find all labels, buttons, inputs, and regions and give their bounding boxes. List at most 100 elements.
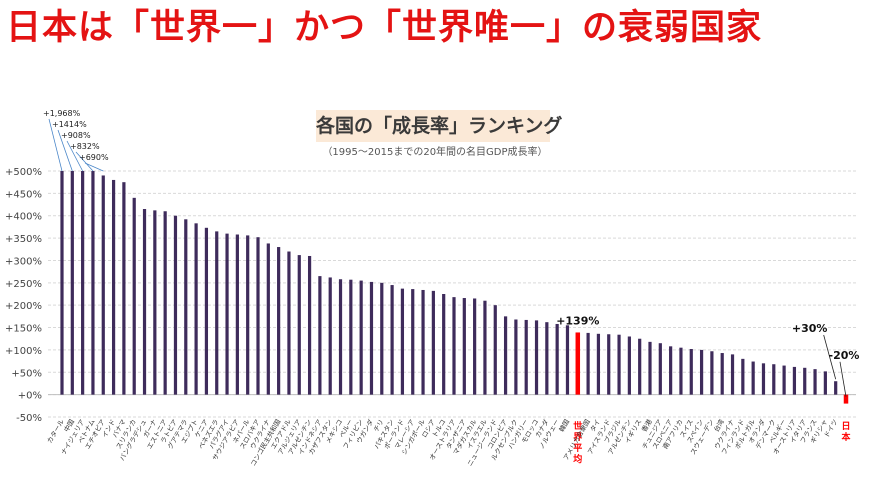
y-tick-label: +150% — [5, 324, 42, 335]
bar — [153, 210, 157, 395]
bar — [586, 332, 590, 395]
bar — [122, 182, 126, 395]
annotation-label: -20% — [829, 349, 860, 362]
bar — [803, 367, 807, 395]
bar — [338, 279, 343, 395]
bar — [132, 197, 136, 395]
annotation-leader-line — [823, 334, 837, 380]
bar — [411, 289, 415, 395]
bar — [741, 358, 745, 395]
bar — [503, 316, 508, 395]
y-tick-label: +0% — [18, 391, 42, 402]
x-tick-label: 界 — [573, 432, 582, 443]
y-tick-label: +350% — [5, 234, 42, 245]
bar — [699, 349, 704, 395]
x-tick-label: 世 — [573, 420, 582, 432]
bar — [545, 322, 549, 395]
bar — [173, 215, 178, 395]
bar — [689, 349, 693, 395]
bar — [111, 179, 116, 395]
page-headline: 日本は「世界一」かつ「世界唯一」の衰弱国家 — [6, 8, 763, 48]
x-tick-label: 均 — [573, 453, 582, 465]
bar — [658, 343, 662, 395]
truncated-value-label: +832% — [70, 142, 100, 151]
bar — [627, 336, 631, 395]
y-tick-label: +100% — [5, 346, 42, 357]
bar — [359, 280, 363, 395]
bar — [565, 325, 570, 395]
bar — [266, 243, 270, 395]
bar — [607, 334, 611, 395]
x-tick-label: 本 — [841, 431, 851, 443]
bar — [101, 175, 105, 395]
bar — [514, 319, 518, 395]
bar — [751, 361, 755, 395]
bar — [235, 234, 239, 395]
bar — [307, 255, 312, 395]
leader-line — [48, 118, 63, 172]
bar — [318, 276, 322, 395]
bar — [163, 211, 167, 395]
bar — [638, 338, 642, 395]
bar — [184, 219, 188, 395]
bar — [534, 320, 539, 395]
bar — [462, 298, 466, 395]
bar — [720, 353, 724, 395]
y-tick-label: +300% — [5, 256, 42, 267]
bar — [524, 319, 528, 395]
bar — [823, 371, 827, 395]
bar — [225, 233, 229, 395]
y-tick-label: +250% — [5, 279, 42, 290]
bar — [81, 171, 85, 395]
bar — [369, 281, 374, 395]
annotation-label: +30% — [792, 322, 828, 335]
bar — [431, 290, 435, 395]
bar — [483, 300, 487, 395]
bar — [792, 366, 797, 395]
bar — [761, 363, 766, 395]
bar — [473, 298, 477, 395]
bar — [843, 394, 849, 404]
bar — [493, 305, 497, 395]
y-tick-label: -50% — [16, 413, 42, 424]
chart-title: 各国の「成長率」ランキング — [316, 110, 562, 142]
bar — [710, 351, 714, 395]
truncated-value-label: +1414% — [52, 120, 87, 129]
x-tick-label: 日 — [841, 421, 850, 432]
bar — [70, 171, 74, 395]
bar — [834, 381, 838, 395]
bar — [555, 323, 559, 395]
bar — [730, 354, 735, 395]
leader-line — [66, 140, 83, 172]
bar — [142, 209, 147, 395]
bar — [617, 334, 621, 395]
truncated-value-label: +1,968% — [43, 109, 81, 118]
bar — [452, 297, 456, 395]
bar — [380, 282, 384, 395]
leader-line — [57, 129, 73, 172]
y-tick-label: +400% — [5, 212, 42, 223]
bar — [194, 223, 198, 395]
bar — [421, 289, 425, 395]
bar — [679, 347, 683, 395]
bar — [648, 341, 652, 395]
y-tick-label: +200% — [5, 301, 42, 312]
bar — [575, 332, 581, 395]
bar — [349, 279, 353, 395]
y-tick-label: +450% — [5, 189, 42, 200]
truncated-value-label: +908% — [61, 131, 91, 140]
y-tick-label: +50% — [11, 368, 42, 379]
bar — [277, 247, 281, 395]
bar — [328, 277, 332, 395]
bar — [400, 288, 405, 395]
bar — [669, 346, 673, 395]
y-tick-label: +500% — [5, 167, 42, 178]
truncated-value-label: +690% — [79, 153, 109, 162]
leader-line — [84, 162, 104, 172]
bar — [813, 369, 817, 395]
bar — [256, 237, 260, 395]
bar — [297, 255, 301, 395]
bar — [772, 364, 776, 395]
bar — [596, 333, 601, 395]
